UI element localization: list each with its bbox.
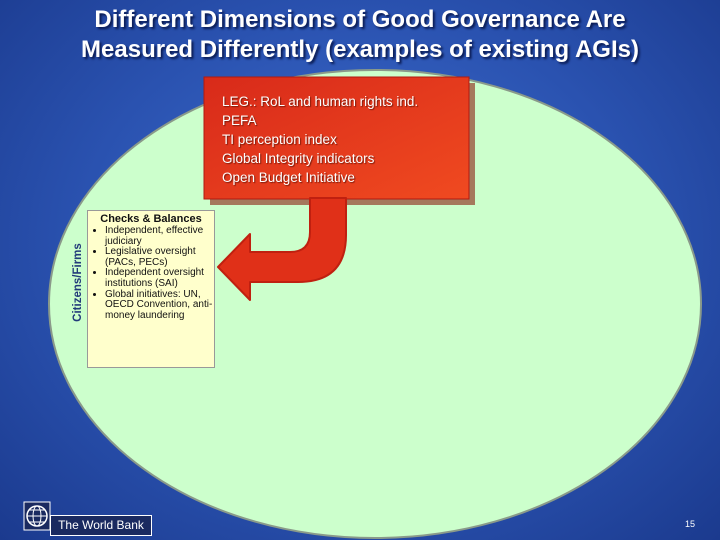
indicator-item: LEG.: RoL and human rights ind. <box>222 94 419 109</box>
logo-text: The World Bank <box>50 515 152 536</box>
indicator-list: LEG.: RoL and human rights ind. PEFA TI pe… <box>222 92 467 187</box>
indicator-item: TI perception index <box>222 132 337 147</box>
title-line: Measured Differently (examples of existi… <box>81 36 639 63</box>
indicator-item: Global Integrity indicators <box>222 151 375 166</box>
checks-balances-box: Checks & Balances Independent, effective… <box>87 210 215 368</box>
indicator-item: Open Budget Initiative <box>222 170 355 185</box>
page-number: 15 <box>684 519 695 529</box>
arrow <box>217 197 347 301</box>
world-bank-logo <box>23 501 51 531</box>
checks-list: Independent, effective judiciaryLegislat… <box>88 225 214 322</box>
check-item: Independent oversight institutions (SAI) <box>105 268 214 289</box>
title-line: Different Dimensions of Good Governance … <box>94 6 626 33</box>
indicator-box <box>203 76 470 200</box>
side-label: Citizens/Firms <box>72 243 84 322</box>
indicator-item: PEFA <box>222 113 257 128</box>
check-item: Global initiatives: UN, OECD Convention,… <box>105 289 214 322</box>
box-heading: Checks & Balances <box>100 213 202 225</box>
check-item: Independent, effective judiciary <box>105 225 214 247</box>
check-item: Legislative oversight (PACs, PECs) <box>105 246 214 268</box>
